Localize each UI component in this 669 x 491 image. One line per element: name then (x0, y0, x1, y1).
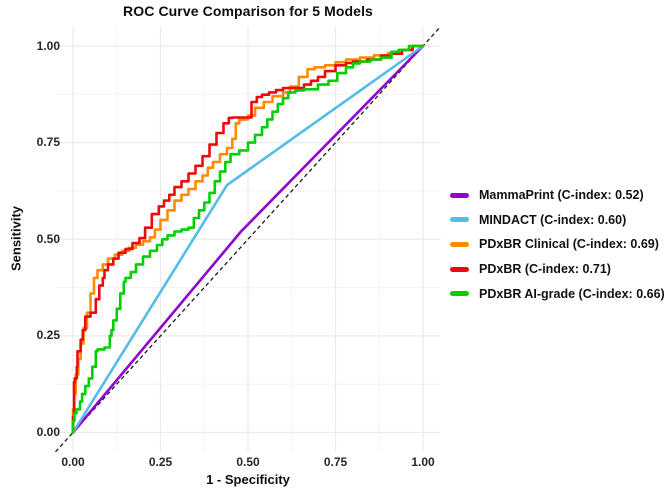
legend-label: MINDACT (C-index: 0.60) (479, 212, 627, 227)
x-tick-label: 0.75 (323, 455, 348, 469)
x-tick-label: 0.25 (148, 455, 173, 469)
x-tick-label: 0.00 (61, 455, 85, 469)
roc-curve-mindact (71, 44, 425, 434)
x-tick-label: 0.50 (236, 455, 260, 469)
y-tick-label: 1.00 (36, 38, 60, 53)
y-axis-title: Sensitivity (8, 205, 24, 272)
roc-curve-mammaprint (71, 44, 425, 434)
y-tick-label: 0.50 (36, 231, 60, 246)
x-tick-label: 1.00 (411, 455, 435, 469)
legend-swatch-pdxbr (450, 266, 469, 272)
legend-label: PDxBR Clinical (C-index: 0.69) (479, 237, 659, 252)
roc-curve-pdxbr-clinical (71, 44, 425, 434)
legend-item-mindact: MINDACT (C-index: 0.60) (450, 208, 665, 233)
legend-swatch-pdxbr-ai-grade (450, 291, 469, 297)
legend-label: PDxBR (C-index: 0.71) (479, 262, 611, 277)
roc-curve-pdxbr (71, 44, 425, 434)
legend-swatch-mammaprint (450, 192, 469, 198)
chart-title: ROC Curve Comparison for 5 Models (123, 3, 373, 19)
legend-item-pdxbr-ai-grade: PDxBR AI-grade (C-index: 0.66) (450, 281, 665, 306)
legend: MammaPrint (C-index: 0.52) MINDACT (C-ind… (450, 183, 665, 306)
legend-item-pdxbr: PDxBR (C-index: 0.71) (450, 257, 665, 282)
legend-item-mammaprint: MammaPrint (C-index: 0.52) (450, 183, 665, 208)
legend-swatch-pdxbr-clinical (450, 241, 469, 247)
y-tick-label: 0.25 (36, 328, 60, 343)
legend-label: MammaPrint (C-index: 0.52) (479, 188, 644, 203)
x-axis-title: 1 - Specificity (206, 472, 290, 487)
roc-curve-pdxbr-ai-grade (71, 44, 425, 434)
legend-label: PDxBR AI-grade (C-index: 0.66) (479, 286, 665, 301)
legend-item-pdxbr-clinical: PDxBR Clinical (C-index: 0.69) (450, 232, 665, 257)
y-tick-label: 0.00 (36, 425, 60, 439)
legend-swatch-mindact (450, 217, 469, 223)
y-tick-label: 0.75 (36, 135, 60, 150)
reference-line-chance-diagonal (55, 26, 441, 453)
